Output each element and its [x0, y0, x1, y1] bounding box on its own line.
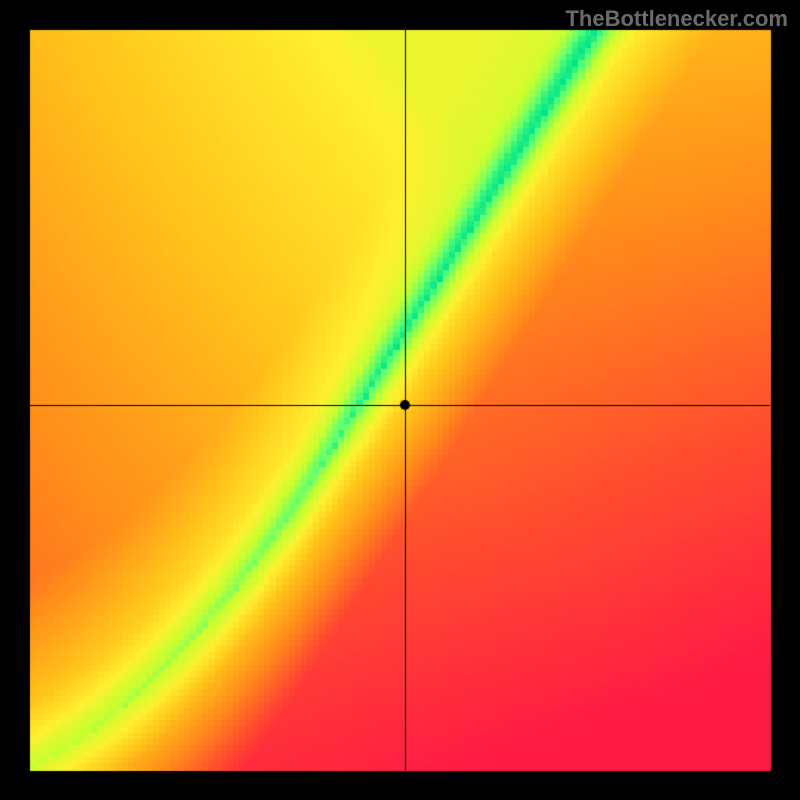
bottleneck-heatmap: [0, 0, 800, 800]
